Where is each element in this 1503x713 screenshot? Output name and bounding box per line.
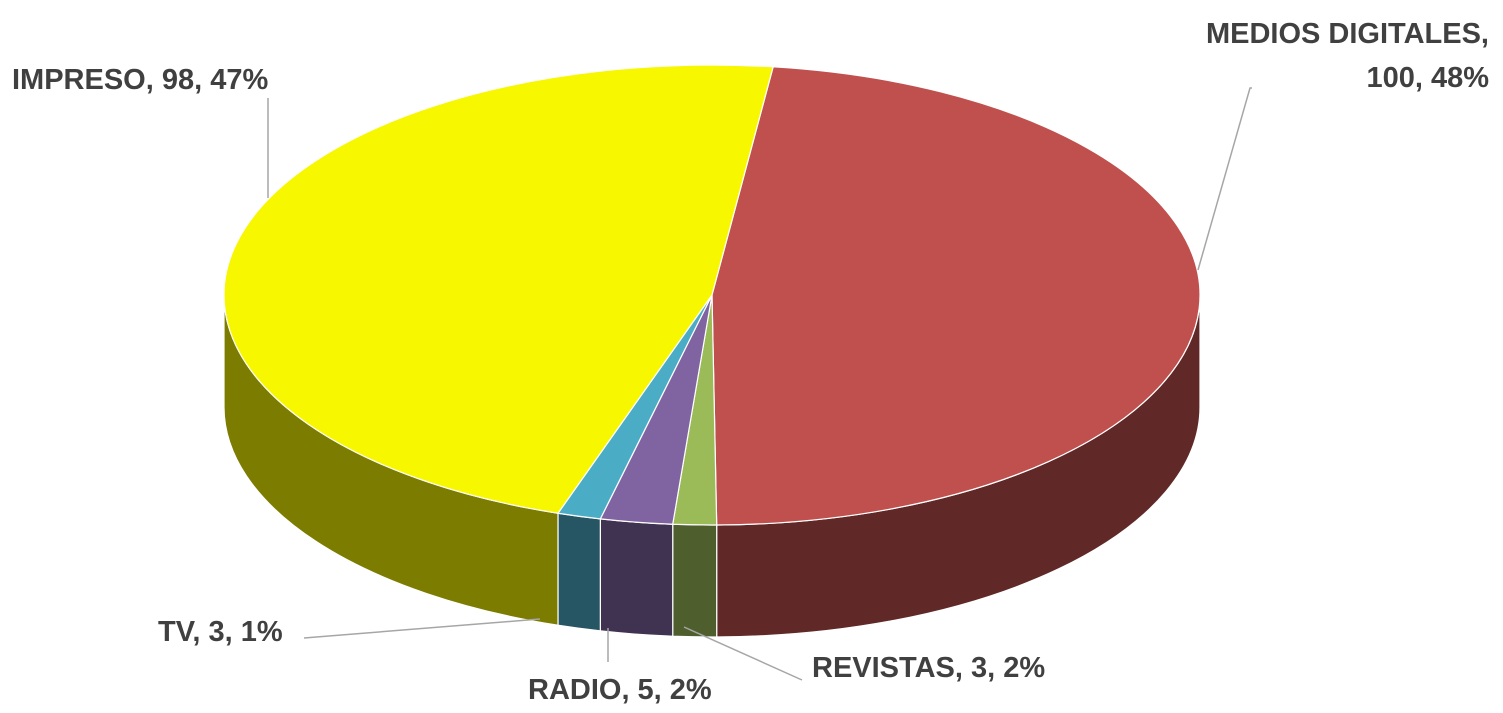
- slice: [711, 66, 1201, 526]
- slice-side: [672, 523, 718, 638]
- leader-line: [1197, 87, 1252, 271]
- leader-line: [303, 618, 541, 639]
- data-label: MEDIOS DIGITALES, 100, 48%: [1205, 18, 1489, 94]
- data-label: RADIO, 5, 2%: [528, 674, 712, 706]
- data-label: REVISTAS, 3, 2%: [812, 652, 1046, 684]
- data-label: TV, 3, 1%: [158, 616, 283, 648]
- slice-side: [557, 512, 601, 632]
- data-label: IMPRESO, 98, 47%: [12, 64, 269, 96]
- leader-line: [683, 626, 803, 681]
- slice: [223, 64, 774, 514]
- slice-side: [599, 518, 674, 637]
